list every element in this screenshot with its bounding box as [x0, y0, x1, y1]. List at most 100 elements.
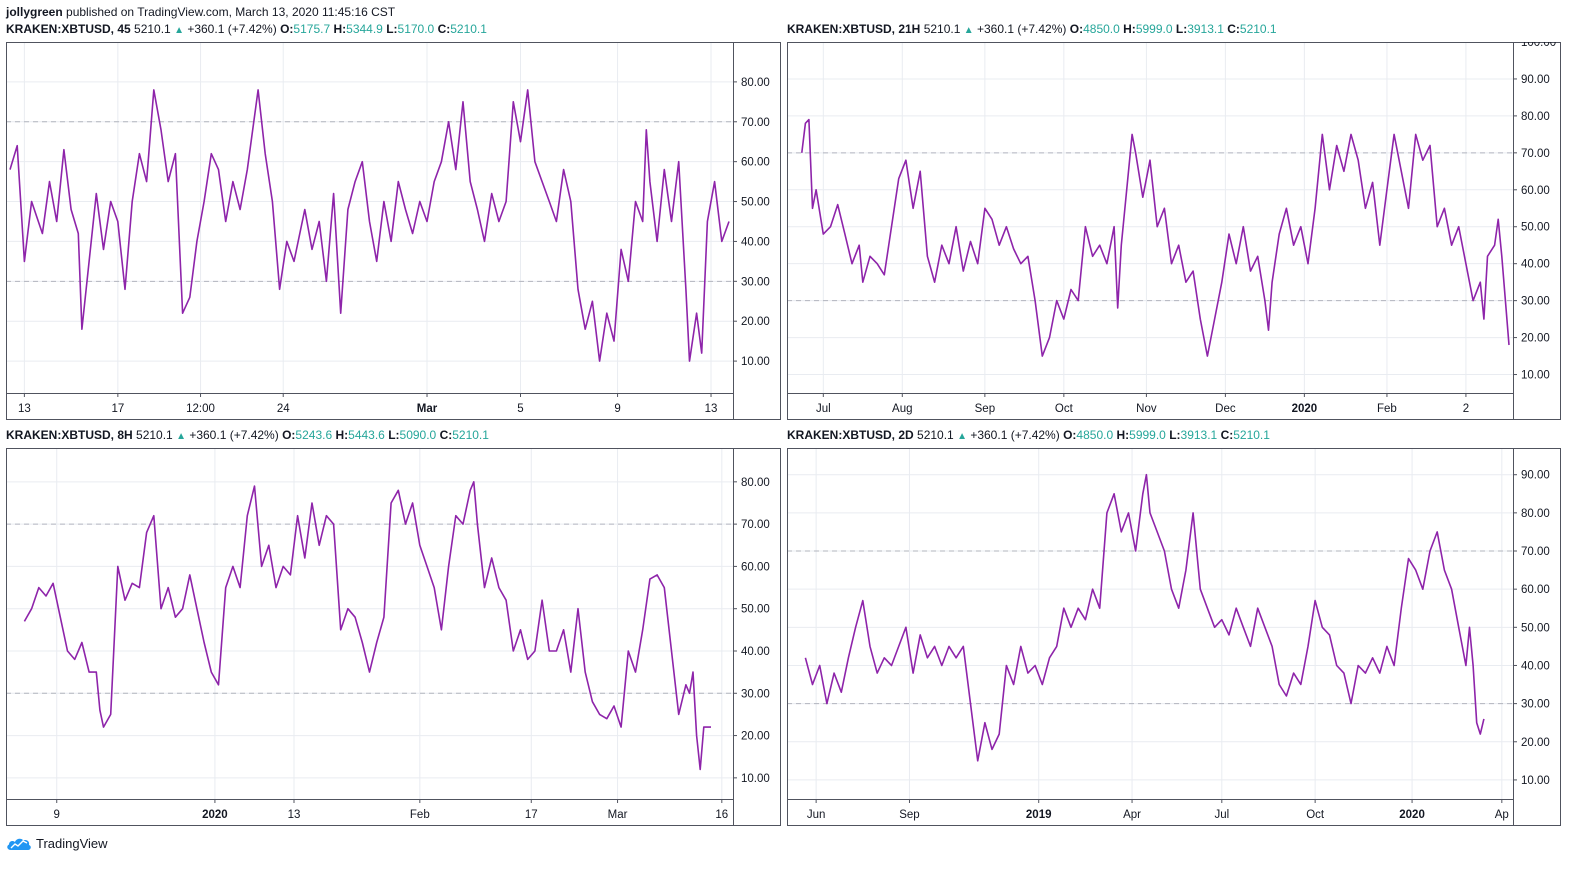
x-tick-label: 9: [54, 809, 60, 821]
y-tick-label: 30.00: [741, 276, 770, 288]
y-tick-label: 80.00: [741, 477, 770, 489]
y-tick-label: 70.00: [1521, 148, 1550, 160]
y-tick-label: 50.00: [741, 197, 770, 209]
ohlc-label-c: C:: [1227, 22, 1240, 36]
x-tick-label: 16: [715, 809, 728, 821]
price-change: +360.1 (+7.42%): [970, 428, 1060, 442]
y-tick-label: 10.00: [1521, 775, 1550, 787]
ohlc-label-c: C:: [437, 22, 451, 36]
rsi-line: [801, 118, 1510, 357]
x-tick-label: Jul: [1214, 809, 1229, 821]
chart-frame: [787, 448, 1561, 826]
rsi-chart-2d[interactable]: 10.00 20.00 30.00 40.00 50.00 60.00 70.00 80.00…: [787, 448, 1561, 826]
y-tick-label: 60.00: [1521, 584, 1550, 596]
ohlc-label-h: H:: [1116, 428, 1130, 442]
y-tick-label: 20.00: [1521, 737, 1550, 749]
last-price: 5210.1: [923, 22, 961, 36]
last-price: 5210.1: [134, 22, 171, 36]
symbol-label: KRAKEN:XBTUSD, 8H: [6, 428, 133, 442]
ohlc-label-o: O:: [1069, 22, 1084, 36]
panel-title-21h: KRAKEN:XBTUSD, 21H 5210.1 ▲ +360.1 (+7.4…: [787, 21, 1277, 39]
x-tick-label: Sep: [975, 403, 995, 415]
chart-frame: [6, 42, 781, 420]
ohlc-label-o: O:: [1063, 428, 1077, 442]
y-tick-label: 40.00: [741, 236, 770, 248]
ohlc-label-l: L:: [1175, 22, 1188, 36]
price-change: +360.1 (+7.42%): [187, 22, 277, 36]
x-tick-label: 2020: [1399, 809, 1425, 821]
y-tick-label: 40.00: [1521, 660, 1550, 672]
rsi-line: [804, 473, 1485, 762]
x-tick-label: Mar: [417, 403, 438, 415]
y-tick-label: 10.00: [741, 356, 770, 368]
y-tick-label: 50.00: [741, 604, 770, 616]
author-name[interactable]: jollygreen: [6, 5, 63, 19]
ohlc-value-c: 5210.1: [1239, 22, 1277, 36]
y-tick-label: 30.00: [741, 688, 770, 700]
symbol-label: KRAKEN:XBTUSD, 2D: [787, 428, 914, 442]
x-tick-label: 24: [277, 403, 290, 415]
y-tick-label: 70.00: [741, 117, 770, 129]
publish-info: published on TradingView.com, March 13, …: [66, 5, 396, 19]
footer-brand[interactable]: TradingView: [6, 836, 108, 852]
y-tick-label: 10.00: [1521, 370, 1550, 382]
x-tick-label: 13: [18, 403, 31, 415]
ohlc-value-h: 5443.6: [348, 428, 385, 442]
x-tick-label: 2019: [1026, 809, 1052, 821]
ohlc-label-l: L:: [388, 428, 400, 442]
price-change: +360.1 (+7.42%): [189, 428, 279, 442]
x-tick-label: Sep: [899, 809, 919, 821]
x-tick-label: Feb: [410, 809, 430, 821]
x-tick-label: Feb: [1377, 403, 1397, 415]
x-tick-label: 17: [111, 403, 124, 415]
ohlc-label-o: O:: [280, 22, 294, 36]
y-tick-label: 60.00: [741, 561, 770, 573]
y-tick-label: 40.00: [1521, 259, 1550, 271]
x-tick-label: 9: [614, 403, 620, 415]
x-tick-label: 13: [288, 809, 301, 821]
x-tick-label: Jul: [816, 403, 831, 415]
ohlc-label-c: C:: [439, 428, 453, 442]
x-tick-label: 2020: [1292, 403, 1318, 415]
ohlc-value-h: 5999.0: [1135, 22, 1173, 36]
ohlc-value-c: 5210.1: [1233, 428, 1270, 442]
ohlc-label-l: L:: [1169, 428, 1181, 442]
y-tick-label: 50.00: [1521, 222, 1550, 234]
x-tick-label: 17: [525, 809, 538, 821]
footer-brand-label: TradingView: [36, 836, 108, 851]
y-tick-label: 30.00: [1521, 699, 1550, 711]
x-tick-label: Oct: [1055, 403, 1074, 415]
ohlc-value-l: 3913.1: [1187, 22, 1224, 36]
last-price: 5210.1: [136, 428, 173, 442]
symbol-label: KRAKEN:XBTUSD, 21H: [787, 22, 921, 36]
chart-frame: [6, 448, 781, 826]
y-tick-label: 20.00: [741, 316, 770, 328]
ohlc-label-o: O:: [282, 428, 296, 442]
x-tick-label: Aug: [892, 403, 912, 415]
x-tick-label: 13: [705, 403, 718, 415]
up-arrow-icon: ▲: [174, 25, 184, 36]
rsi-chart-21h[interactable]: 10.00 20.00 30.00 40.00 50.00 60.00 70.00 80.00…: [787, 42, 1561, 420]
x-tick-label: Oct: [1306, 809, 1325, 821]
y-tick-label: 80.00: [741, 77, 770, 89]
ohlc-label-l: L:: [386, 22, 398, 36]
x-tick-label: Mar: [608, 809, 628, 821]
y-tick-label: 70.00: [1521, 546, 1550, 558]
x-tick-label: 12:00: [186, 403, 215, 415]
y-tick-label: 80.00: [1521, 111, 1550, 123]
ohlc-label-h: H:: [1123, 22, 1136, 36]
x-tick-label: Apr: [1123, 809, 1141, 821]
y-tick-label: 40.00: [741, 646, 770, 658]
y-tick-label: 90.00: [1521, 470, 1550, 482]
rsi-line: [23, 480, 711, 771]
ohlc-value-c: 5210.1: [452, 428, 489, 442]
ohlc-label-h: H:: [333, 22, 347, 36]
x-tick-label: Dec: [1215, 403, 1236, 415]
y-tick-label: 30.00: [1521, 296, 1550, 308]
rsi-chart-45[interactable]: 10.00 20.00 30.00 40.00 50.00 60.00 70.00 80.00…: [6, 42, 781, 420]
x-tick-label: Nov: [1136, 403, 1157, 415]
ohlc-value-o: 5175.7: [293, 22, 331, 36]
rsi-chart-8h[interactable]: 10.00 20.00 30.00 40.00 50.00 60.00 70.00 80.00…: [6, 448, 781, 826]
ohlc-value-l: 3913.1: [1180, 428, 1218, 442]
last-price: 5210.1: [917, 428, 954, 442]
